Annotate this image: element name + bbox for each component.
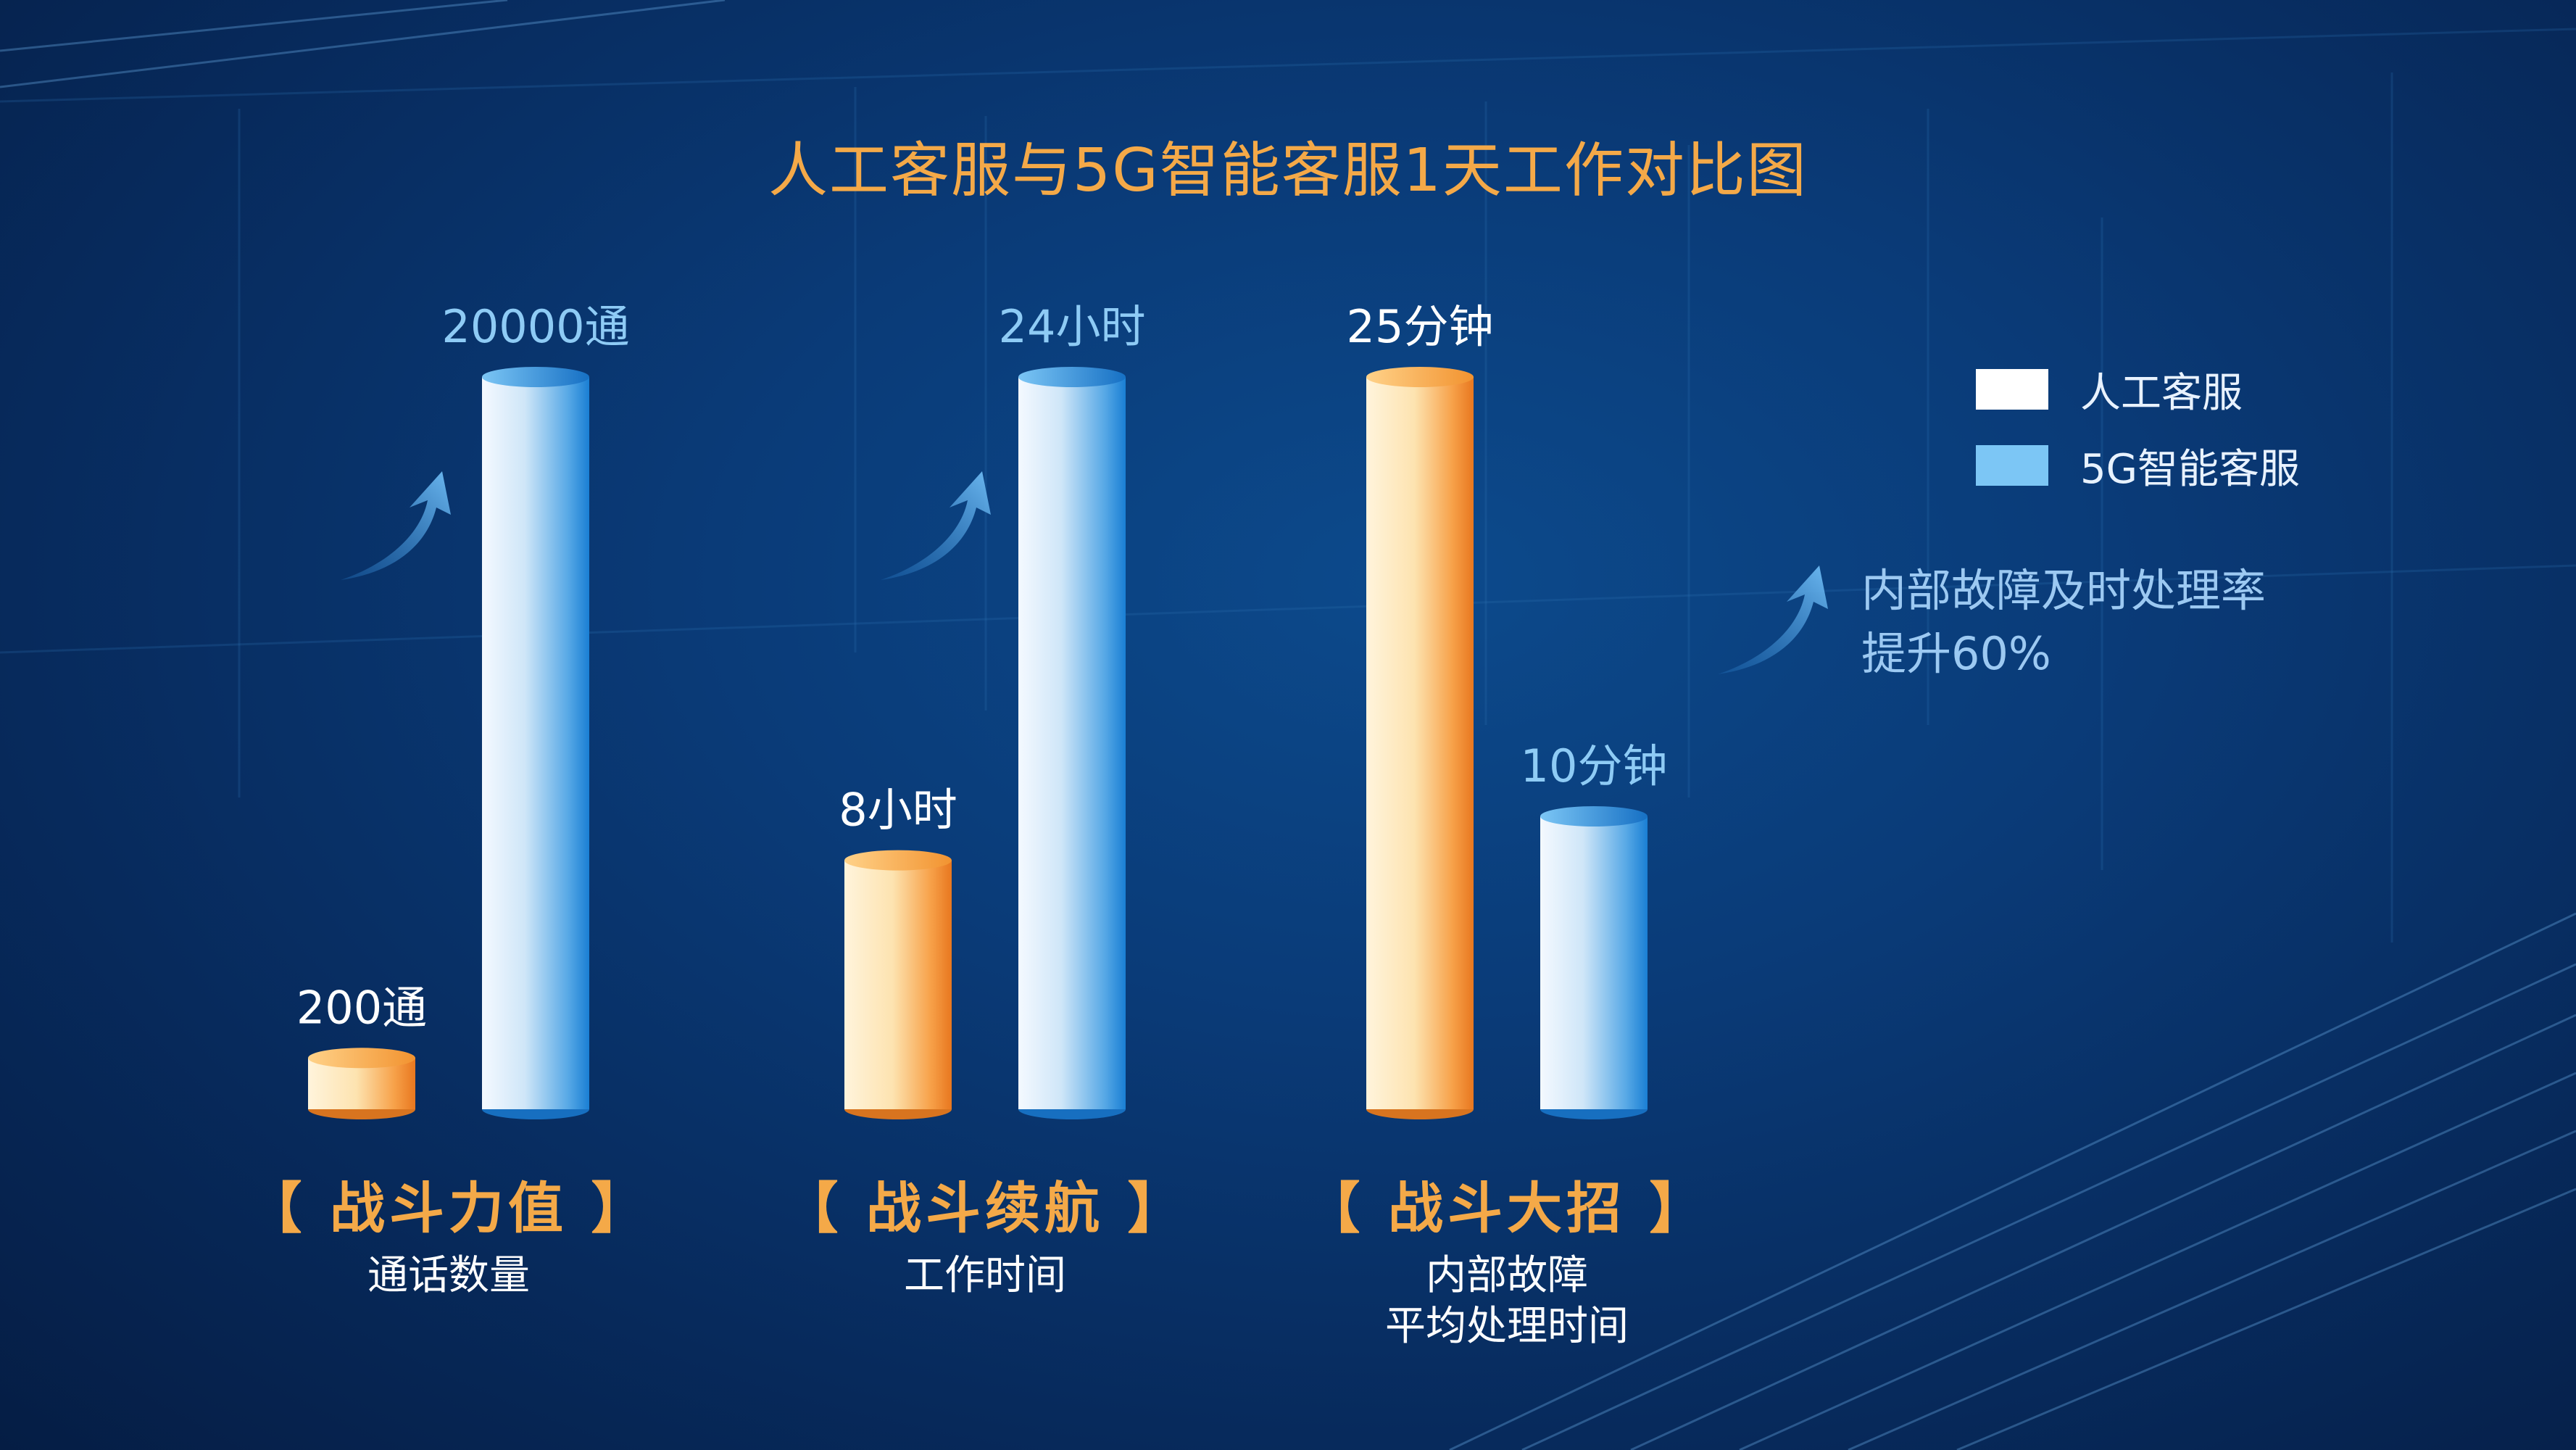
arrow-up-icon [341,471,451,580]
bar-body [1018,377,1126,1109]
legend: 人工客服 5G智能客服 [1976,366,2300,518]
group-label-2: 【 战斗续航 】 工作时间 [710,1164,1260,1301]
legend-item-human: 人工客服 [1976,366,2300,417]
bar-body [1366,377,1474,1109]
group-title-3: 【 战斗大招 】 [1305,1176,1709,1240]
bar-ai-3 [1540,806,1648,1119]
legend-swatch-human [1976,369,2048,410]
note-line-2: 提升60% [1861,626,2051,680]
bar-human-2 [844,850,952,1119]
bar-label-human-1: 200通 [296,981,427,1034]
bar-cap [482,367,589,387]
bar-body [1540,816,1648,1109]
bar-ai-1 [482,367,589,1119]
bar-label-ai-1: 20000通 [441,300,629,353]
bar-label-human-3: 25分钟 [1347,300,1494,353]
bar-cap [1018,367,1126,387]
bar-cap [1540,806,1648,826]
legend-label-human: 人工客服 [2080,369,2243,417]
improvement-note: 内部故障及时处理率 提升60% [1861,560,2266,686]
group-title-2: 【 战斗续航 】 [783,1176,1187,1240]
bar-cap [1366,367,1474,387]
bar-human-1 [308,1048,415,1119]
bar-body [482,377,589,1109]
group-subtitle-1-line-1: 通话数量 [367,1252,530,1299]
bar-cap [844,850,952,871]
group-label-1: 【 战斗力值 】 通话数量 [173,1164,724,1301]
legend-label-ai: 5G智能客服 [2080,445,2301,493]
bar-label-human-2: 8小时 [839,784,957,837]
group-title-1: 【 战斗力值 】 [246,1176,651,1240]
arrow-up-icon [1718,566,1828,674]
bar-label-ai-2: 24小时 [999,300,1146,353]
bar-label-ai-3: 10分钟 [1521,740,1668,792]
arrow-up-icon [881,471,991,580]
legend-swatch-ai [1976,445,2048,486]
group-label-3: 【 战斗大招 】 内部故障 平均处理时间 [1231,1164,1782,1352]
chart-title: 人工客服与5G智能客服1天工作对比图 [768,136,1808,205]
note-line-1: 内部故障及时处理率 [1861,564,2267,617]
group-subtitle-2-line-1: 工作时间 [904,1252,1066,1299]
bar-ai-2 [1018,367,1126,1119]
group-subtitle-3-line-2: 平均处理时间 [1385,1303,1629,1350]
bar-cap [308,1048,415,1069]
bar-human-3 [1366,367,1474,1119]
legend-item-ai: 5G智能客服 [1976,442,2300,493]
group-subtitle-3-line-1: 内部故障 [1426,1252,1588,1299]
bar-body [844,860,952,1109]
